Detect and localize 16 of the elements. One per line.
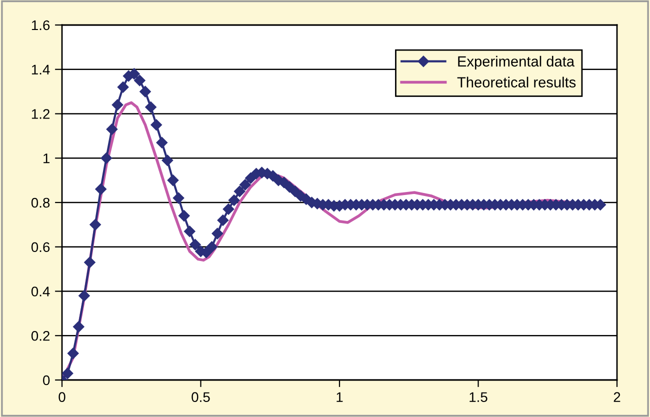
y-tick-label: 1	[44, 154, 50, 164]
y-tick-label: 0	[43, 375, 50, 386]
y-tick-label: 0.6	[31, 242, 50, 252]
x-tick-label: 1.5	[470, 392, 488, 402]
x-tick-label: 0.5	[192, 392, 210, 402]
x-tick-label: 2	[614, 392, 620, 402]
y-tick-label: 1.4	[32, 64, 50, 74]
legend-label: Experimental data	[458, 56, 575, 70]
y-tick-label: 0.8	[31, 198, 50, 208]
x-tick-label: 0	[58, 392, 66, 402]
y-tick-label: 0.4	[31, 286, 50, 296]
y-tick-label: 1.2	[32, 109, 50, 119]
legend-label: Theoretical results	[457, 76, 576, 88]
x-tick-label: 1	[336, 392, 343, 402]
y-tick-label: 0.2	[31, 330, 50, 341]
y-tick-label: 1.6	[32, 20, 50, 30]
